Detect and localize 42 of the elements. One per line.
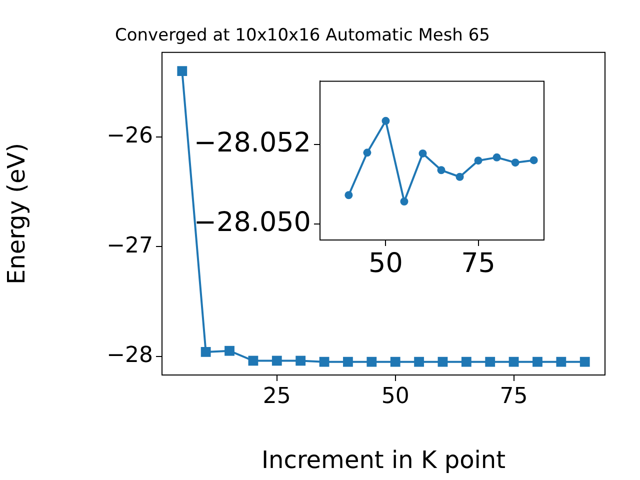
y-tick-label: −28 bbox=[106, 343, 153, 368]
point bbox=[438, 356, 448, 367]
point bbox=[530, 156, 538, 164]
y-tick-label: −28.052 bbox=[194, 128, 311, 159]
y-axis-title: Energy (eV) bbox=[2, 142, 31, 284]
x-axis-title: Increment in K point bbox=[261, 446, 506, 474]
point bbox=[485, 356, 496, 367]
point bbox=[343, 356, 353, 367]
point bbox=[511, 158, 520, 167]
point bbox=[363, 148, 372, 157]
point bbox=[224, 346, 234, 356]
point bbox=[296, 356, 306, 366]
point bbox=[418, 149, 427, 158]
point bbox=[177, 66, 188, 76]
point bbox=[580, 356, 590, 367]
point bbox=[532, 356, 542, 367]
point bbox=[400, 197, 408, 206]
point bbox=[474, 156, 482, 165]
chart-title: Converged at 10x10x16 Automatic Mesh 65 bbox=[115, 26, 490, 46]
point bbox=[272, 356, 282, 366]
y-tick-label: −27 bbox=[106, 233, 153, 258]
x-tick-label: 25 bbox=[262, 384, 291, 409]
point bbox=[456, 172, 464, 181]
point bbox=[437, 166, 446, 174]
y-tick-label: −28.050 bbox=[194, 207, 311, 238]
point bbox=[248, 356, 258, 366]
point bbox=[556, 356, 566, 367]
x-tick-label: 75 bbox=[500, 384, 528, 409]
point bbox=[492, 153, 501, 162]
point bbox=[414, 356, 424, 367]
x-tick-label: 50 bbox=[368, 248, 403, 280]
y-tick-label: −26 bbox=[106, 124, 153, 149]
x-tick-label: 75 bbox=[461, 248, 496, 280]
point bbox=[366, 356, 377, 367]
point bbox=[344, 191, 353, 200]
point bbox=[382, 116, 390, 125]
x-tick-label: 50 bbox=[381, 384, 410, 409]
point bbox=[319, 356, 330, 367]
point bbox=[508, 356, 519, 367]
point bbox=[200, 347, 211, 357]
point bbox=[461, 356, 472, 367]
point bbox=[390, 356, 400, 367]
